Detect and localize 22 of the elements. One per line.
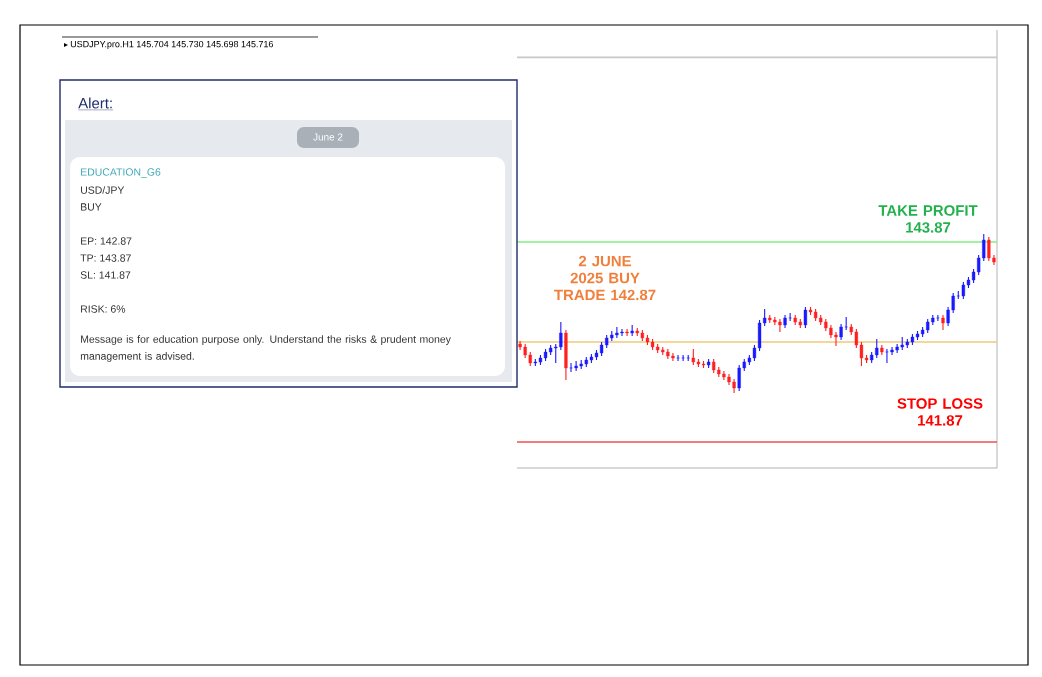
candlestick [880, 344, 884, 356]
text: EDUCATION_G6 [81, 168, 161, 178]
candlestick [625, 328, 629, 337]
candlestick [788, 312, 792, 322]
text: BUY [81, 203, 102, 211]
text: SL: 141.87 [80, 271, 131, 279]
candlestick [844, 316, 848, 331]
candlestick [706, 358, 711, 369]
text: June 2 [313, 133, 343, 141]
text: USDJPY.pro.H1 145.704 145.730 145.698 145.716 [70, 40, 274, 50]
ref-line-label: 2 JUNE 2025 BUY TRADE 142.87 [554, 255, 656, 301]
text: TP: 143.87 [80, 254, 131, 262]
text: Message is for education purpose only. Understand the risks & prudent money management is advised. [80, 335, 451, 362]
text: EP: 142.87 [81, 237, 132, 245]
text: RISK: 6% [81, 305, 126, 313]
ref-line-label: TAKE PROFIT 143.87 [878, 205, 978, 233]
text: Alert: [78, 97, 112, 109]
candlestick [803, 306, 808, 329]
text: USD/JPY [81, 186, 125, 194]
candlestick [630, 324, 634, 337]
candlestick [681, 354, 685, 362]
ref-line-label: STOP LOSS 141.87 [897, 398, 983, 426]
